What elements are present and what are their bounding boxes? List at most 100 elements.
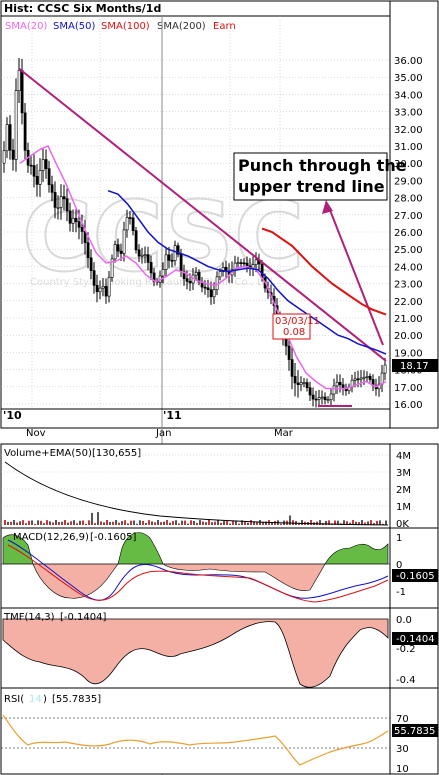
price-tick-label: 31.00 (394, 142, 423, 153)
volume-bar (169, 522, 171, 525)
candle-body (365, 376, 369, 378)
volume-bar (46, 520, 48, 525)
volume-bar (85, 523, 87, 525)
volume-bar (208, 520, 210, 525)
candle-body (212, 289, 216, 298)
rsi-tick-label: 70 (396, 714, 409, 725)
volume-label: Volume+EMA(50) (4, 448, 92, 459)
candle-body (179, 253, 183, 273)
volume-axis: 4M 3M 2M 1M 0K (1, 451, 411, 530)
volume-bar (121, 521, 123, 525)
rsi-label-suffix: ) (43, 694, 47, 705)
year-label-11: '11 (163, 409, 182, 422)
candle-body (2, 150, 6, 164)
candle-body (146, 254, 150, 263)
legend-sma100: SMA(100) (101, 21, 150, 32)
candle-body (311, 394, 315, 400)
volume-bar (91, 512, 93, 525)
volume-bar (28, 520, 30, 525)
volume-bar (49, 521, 51, 525)
volume-tick-label: 0K (396, 519, 409, 530)
price-tick-label: 35.00 (394, 73, 423, 84)
candle-body (116, 244, 120, 252)
volume-bar (250, 520, 252, 525)
candle-body (143, 254, 147, 256)
rsi-panel: RSI( 14 ) [55.7835] 70503010 55.7835 (0, 687, 439, 775)
volume-bar (55, 520, 57, 525)
volume-bar (67, 522, 69, 525)
volume-bar (319, 520, 321, 525)
volume-bar (127, 523, 129, 525)
candle-body (320, 396, 324, 399)
volume-bar (13, 520, 15, 525)
volume-bar (334, 520, 336, 525)
volume-bar (364, 522, 366, 525)
candle-body (167, 254, 171, 261)
volume-bar (37, 520, 39, 525)
legend-sma50: SMA(50) (53, 21, 95, 32)
volume-bar (199, 520, 201, 525)
tmf-label: TMF(14,3) (3, 612, 55, 623)
volume-bar (4, 520, 6, 525)
volume-bar (358, 522, 360, 525)
price-tick-label: 29.00 (394, 176, 423, 187)
candle-body (65, 198, 69, 212)
candle-body (170, 260, 174, 262)
volume-bar (31, 520, 33, 525)
candle-body (137, 249, 141, 257)
tmf-area (2, 618, 389, 688)
candle-body (335, 382, 339, 387)
candle-body (23, 112, 27, 151)
rsi-tick-label: 30 (396, 744, 409, 755)
volume-bar (187, 523, 189, 525)
candle-body (47, 168, 51, 186)
volume-bar (355, 521, 357, 525)
candle-body (110, 258, 114, 278)
candle-body (80, 226, 84, 232)
volume-ema-line (4, 461, 389, 526)
candle-body (242, 262, 246, 265)
volume-bar (142, 520, 144, 525)
candle-body (314, 398, 318, 401)
price-tick-label: 16.00 (394, 400, 423, 411)
candle-body (329, 393, 333, 400)
price-tick-label: 34.00 (394, 90, 423, 101)
candle-body (209, 289, 213, 298)
x-label-jan: Jan (155, 428, 171, 439)
candle-body (338, 382, 342, 386)
volume-bar (325, 520, 327, 525)
volume-bar (88, 520, 90, 525)
candle-body (20, 70, 24, 114)
price-tick-label: 21.00 (394, 314, 423, 325)
overlay-legend: SMA(20) SMA(50) SMA(100) SMA(200) Earn (5, 21, 236, 32)
candle-body (140, 254, 144, 257)
candle-body (44, 159, 48, 169)
sma100-line (261, 227, 387, 316)
volume-bar (205, 522, 207, 525)
volume-bar (211, 522, 213, 525)
volume-bar (166, 520, 168, 525)
volume-bar (148, 520, 150, 525)
volume-bar (112, 521, 114, 525)
candle-body (254, 259, 258, 265)
volume-bar (43, 523, 45, 525)
volume-bar (241, 520, 243, 525)
volume-bar (253, 521, 255, 525)
annotation-callout: Punch through the upper trend line (233, 152, 407, 201)
annotation-line-1: Punch through the (238, 156, 407, 175)
volume-bar (175, 520, 177, 525)
candle-body (185, 278, 189, 282)
tmf-last-value: -0.1404 (396, 634, 435, 645)
candle-body (161, 269, 165, 277)
macd-histogram-positive-2 (117, 532, 164, 565)
candle-body (359, 377, 363, 380)
price-tick-label: 30.00 (394, 159, 423, 170)
candle-body (38, 170, 42, 185)
macd-signal-line (7, 544, 389, 603)
volume-bar (82, 520, 84, 525)
rsi-label-period: 14 (29, 694, 42, 705)
sma20-line (19, 145, 387, 390)
volume-bar (349, 522, 351, 525)
candle-body (296, 382, 300, 386)
candle-body (68, 210, 72, 224)
